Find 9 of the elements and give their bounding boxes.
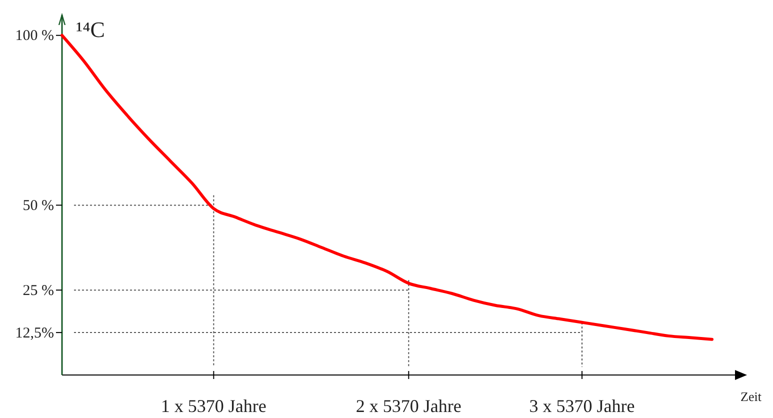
x-tick-label: 3 x 5370 Jahre <box>529 396 635 416</box>
x-tick-label: 2 x 5370 Jahre <box>356 396 462 416</box>
x-axis-title: Zeit <box>740 389 762 404</box>
x-tick-label: 1 x 5370 Jahre <box>160 396 266 416</box>
y-axis-title: ¹⁴C <box>76 17 105 42</box>
y-tick-label: 25 % <box>22 282 54 299</box>
y-tick-label: 50 % <box>22 198 54 214</box>
y-tick-label: 12,5% <box>15 325 54 342</box>
y-tick-label: 100 % <box>15 28 54 44</box>
